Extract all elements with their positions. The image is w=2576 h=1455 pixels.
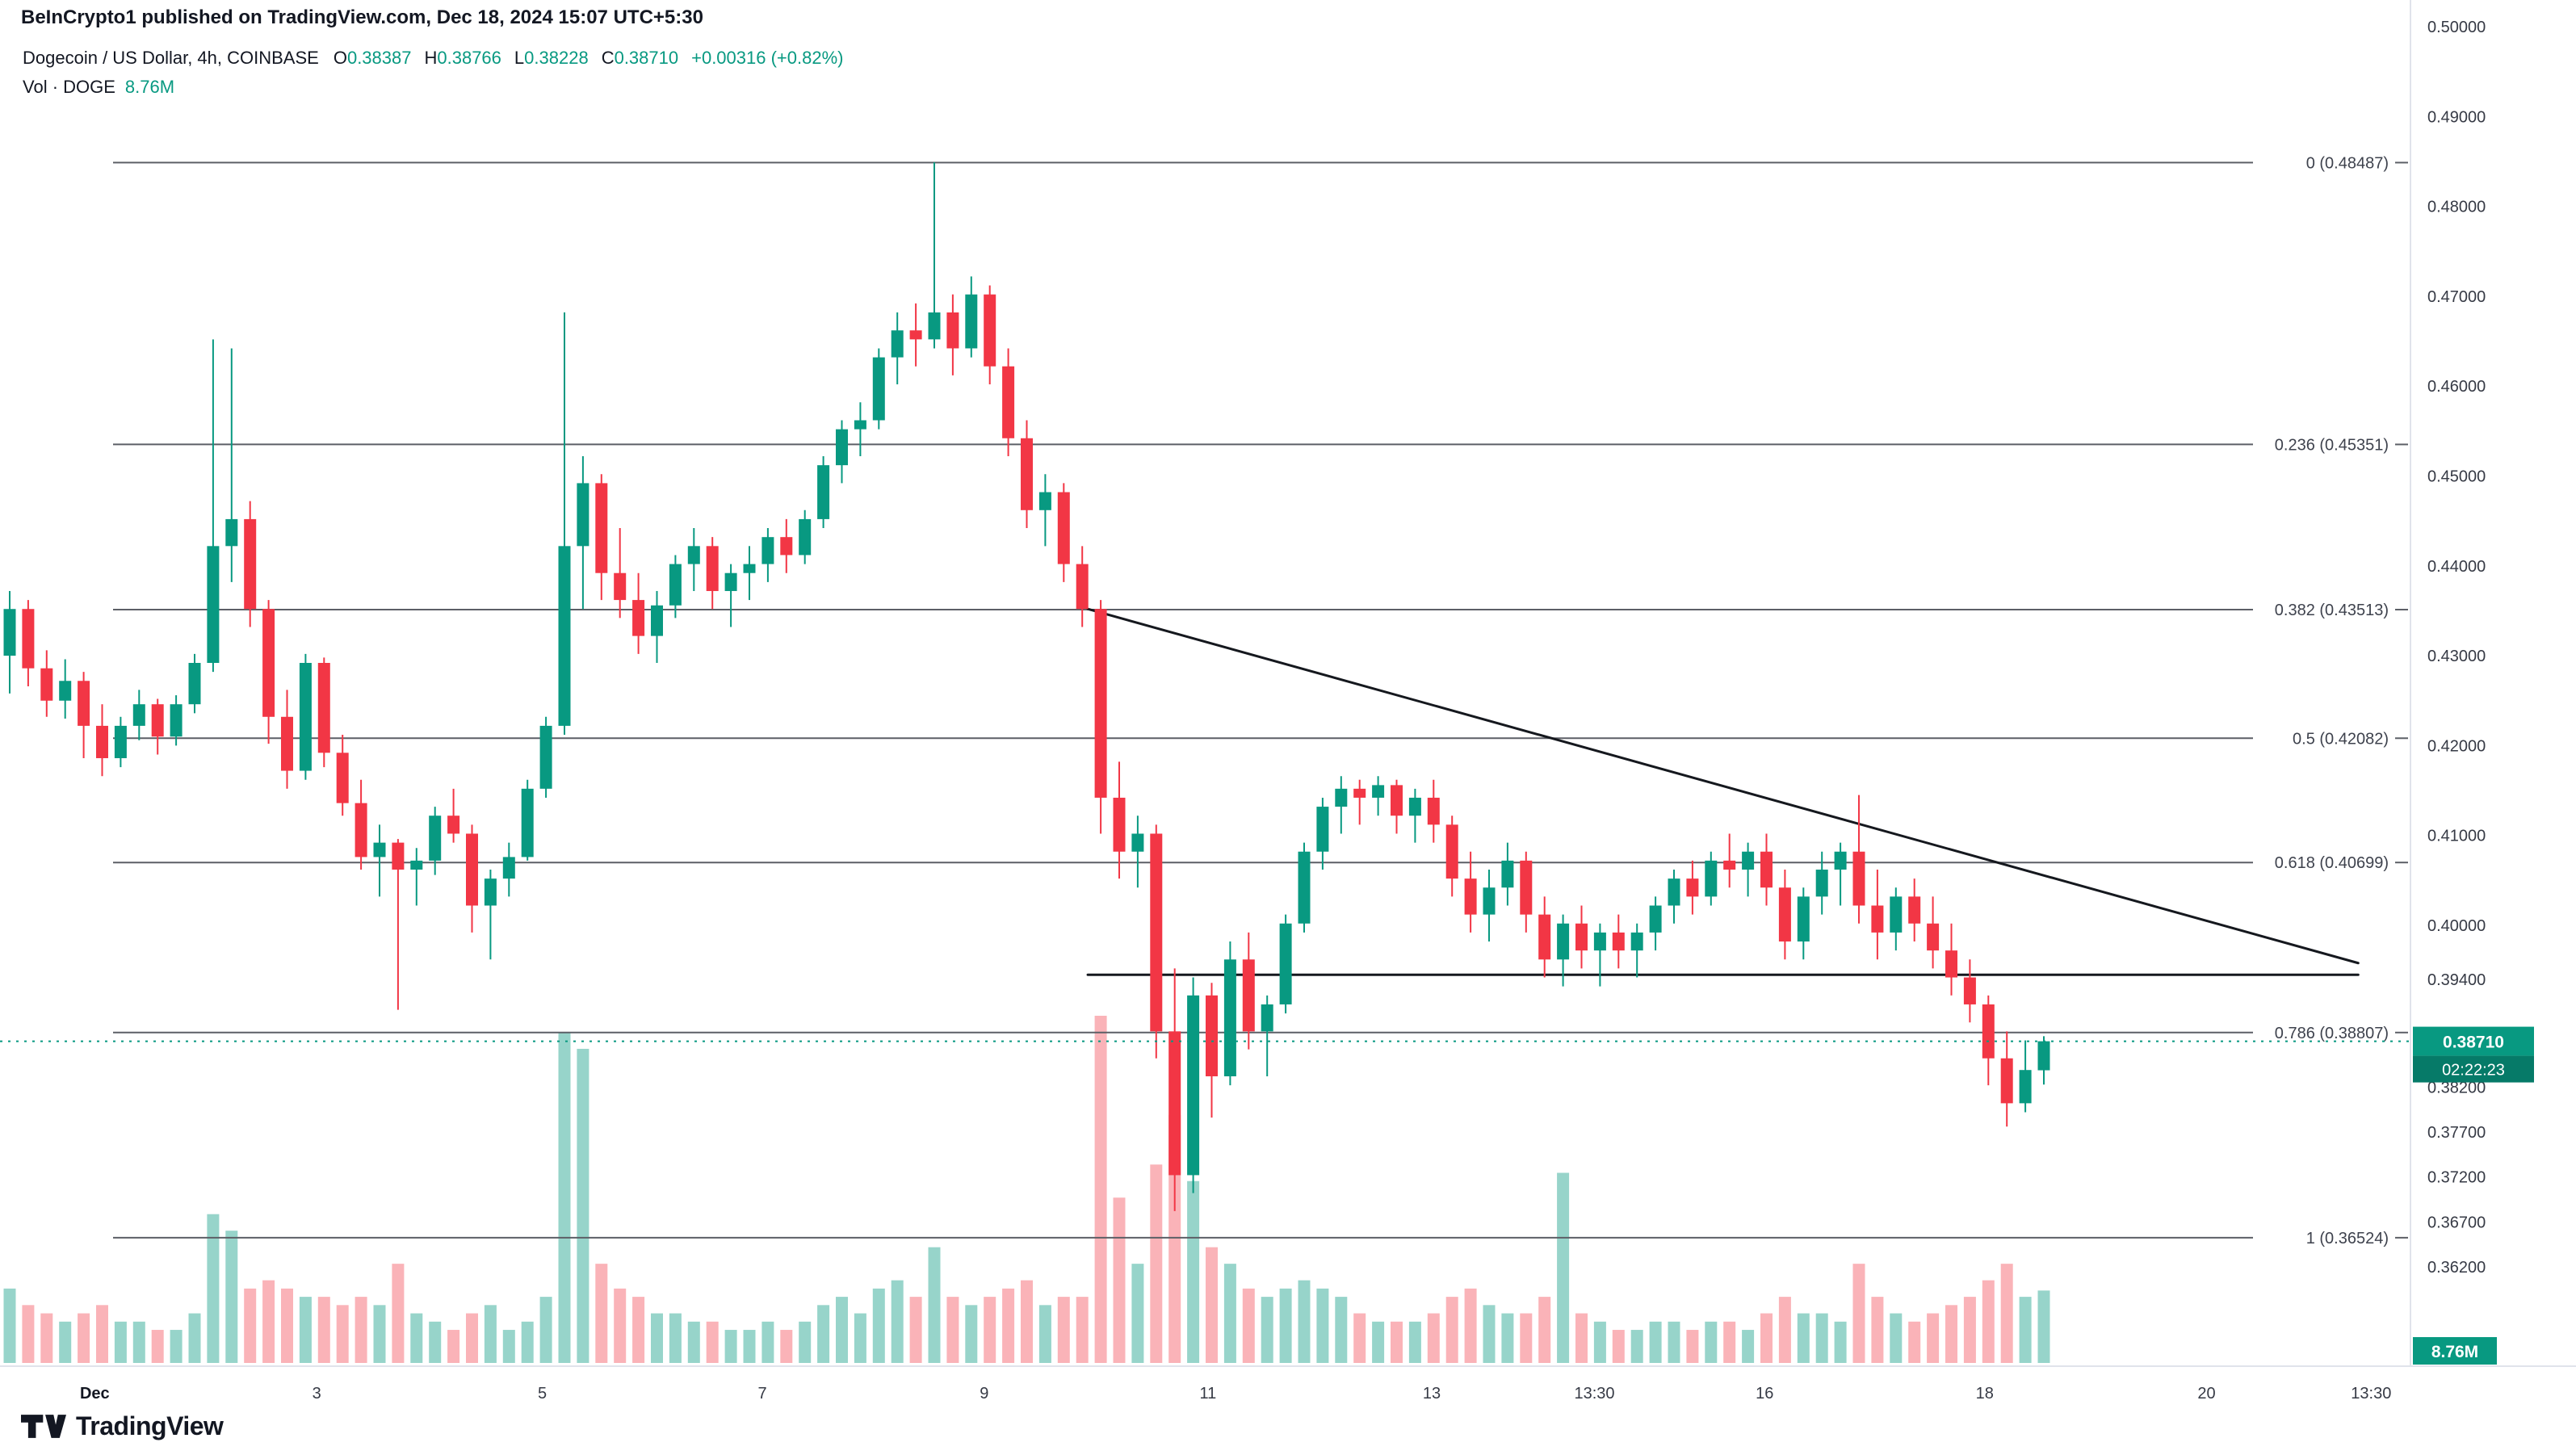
time-axis-label: 13 — [1423, 1385, 1441, 1403]
tradingview-logo-icon — [21, 1415, 66, 1438]
time-axis[interactable]: Dec 3 5 7 9 11 13 13:30 16 18 20 13:30 — [80, 1385, 2391, 1403]
fib-label: 0.382 (0.43513) — [2275, 602, 2389, 619]
price-axis-label: 0.44000 — [2427, 558, 2486, 576]
candles — [3, 162, 2050, 1211]
time-axis-label: 7 — [757, 1385, 766, 1403]
chart-legend: Dogecoin / US Dollar, 4h, COINBASE O0.38… — [23, 44, 843, 102]
ohlc-close: C0.38710 — [601, 48, 679, 68]
time-axis-label: 11 — [1200, 1385, 1217, 1403]
price-axis[interactable]: 0.50000 0.49000 0.48000 0.47000 0.46000 0.450… — [2427, 19, 2486, 1277]
time-axis-label: 13:30 — [2351, 1385, 2391, 1403]
volume-label[interactable]: Vol · DOGE — [23, 77, 115, 97]
time-axis-label: 20 — [2197, 1385, 2215, 1403]
price-axis-label: 0.42000 — [2427, 737, 2486, 755]
volume-bars — [3, 1016, 2050, 1363]
time-axis-label: 9 — [980, 1385, 988, 1403]
fib-label: 0.5 (0.42082) — [2293, 730, 2389, 748]
time-axis-label: 18 — [1976, 1385, 1994, 1403]
fib-label: 0.618 (0.40699) — [2275, 854, 2389, 872]
price-axis-label: 0.38200 — [2427, 1079, 2486, 1096]
ohlc-high: H0.38766 — [424, 48, 501, 68]
price-axis-label: 0.46000 — [2427, 378, 2486, 396]
time-axis-label: 13:30 — [1574, 1385, 1614, 1403]
volume-value: 8.76M — [124, 77, 175, 97]
price-axis-label: 0.43000 — [2427, 648, 2486, 665]
price-axis-label: 0.36200 — [2427, 1259, 2486, 1277]
price-axis-label: 0.37200 — [2427, 1169, 2486, 1187]
price-axis-label: 0.47000 — [2427, 288, 2486, 306]
trendlines[interactable] — [1086, 607, 2360, 976]
fib-label: 0.786 (0.38807) — [2275, 1025, 2389, 1042]
tradingview-logo-text: TradingView — [76, 1411, 224, 1440]
fib-label: 1 (0.36524) — [2306, 1230, 2389, 1247]
volume-badge-value: 8.76M — [2431, 1343, 2478, 1361]
price-axis-label: 0.40000 — [2427, 917, 2486, 935]
price-axis-label: 0.50000 — [2427, 19, 2486, 36]
volume-badge: 8.76M — [2413, 1337, 2497, 1365]
current-price-value: 0.38710 — [2443, 1034, 2504, 1052]
axis-borders — [0, 0, 2576, 1367]
ohlc-low: L0.38228 — [514, 48, 589, 68]
price-axis-label: 0.37700 — [2427, 1124, 2486, 1142]
change-value: +0.00316 (+0.82%) — [691, 48, 844, 68]
time-axis-label: Dec — [80, 1385, 110, 1403]
time-axis-label: 3 — [313, 1385, 321, 1403]
time-axis-label: 16 — [1756, 1385, 1773, 1403]
current-price-badge: 0.38710 02:22:23 — [2413, 1026, 2534, 1083]
ohlc-open: O0.38387 — [333, 48, 412, 68]
fib-label: 0.236 (0.45351) — [2275, 436, 2389, 454]
price-axis-label: 0.48000 — [2427, 199, 2486, 216]
bar-countdown: 02:22:23 — [2442, 1062, 2505, 1080]
time-axis-label: 5 — [538, 1385, 547, 1403]
price-axis-label: 0.36700 — [2427, 1214, 2486, 1231]
price-axis-label: 0.41000 — [2427, 828, 2486, 845]
price-axis-label: 0.49000 — [2427, 108, 2486, 126]
symbol-row: Dogecoin / US Dollar, 4h, COINBASE O0.38… — [23, 44, 843, 73]
price-axis-label: 0.39400 — [2427, 971, 2486, 989]
symbol-description[interactable]: Dogecoin / US Dollar, 4h, COINBASE — [23, 48, 319, 68]
attribution-text: BeInCrypto1 published on TradingView.com… — [21, 6, 703, 28]
fib-retracement[interactable]: 0 (0.48487) 0.236 (0.45351) 0.382 (0.43513… — [113, 154, 2408, 1247]
tradingview-logo[interactable]: TradingView — [21, 1411, 224, 1441]
price-axis-label: 0.45000 — [2427, 468, 2486, 486]
fib-label: 0 (0.48487) — [2306, 154, 2389, 172]
volume-row: Vol · DOGE 8.76M — [23, 73, 843, 102]
